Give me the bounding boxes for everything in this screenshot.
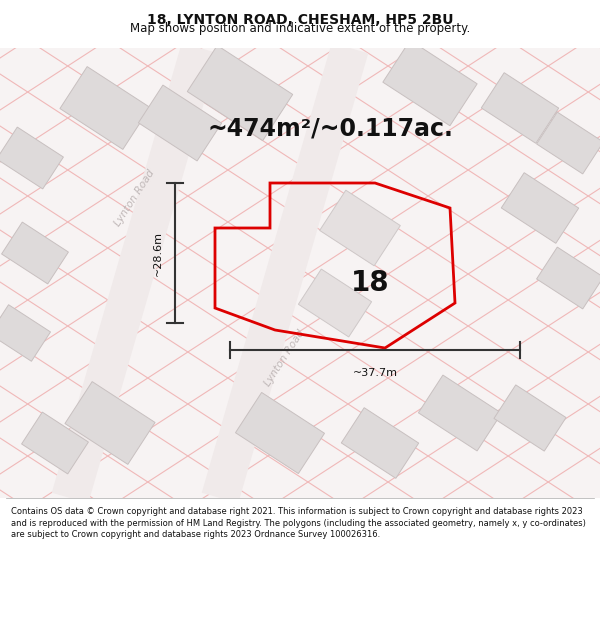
Text: 18: 18 [350,269,389,297]
Polygon shape [65,382,155,464]
Polygon shape [52,42,218,503]
Text: ~28.6m: ~28.6m [153,231,163,276]
Polygon shape [418,375,502,451]
Polygon shape [22,412,88,474]
Polygon shape [0,305,50,361]
Polygon shape [2,222,68,284]
Polygon shape [481,72,559,143]
Text: Contains OS data © Crown copyright and database right 2021. This information is : Contains OS data © Crown copyright and d… [11,507,586,539]
Text: Map shows position and indicative extent of the property.: Map shows position and indicative extent… [130,21,470,34]
Polygon shape [536,247,600,309]
Polygon shape [187,46,293,141]
Text: Lynton Road: Lynton Road [263,328,307,388]
Polygon shape [494,385,566,451]
Polygon shape [0,127,64,189]
Polygon shape [139,85,221,161]
Polygon shape [0,48,600,498]
Text: ~474m²/~0.117ac.: ~474m²/~0.117ac. [207,116,453,140]
Text: ~37.7m: ~37.7m [353,368,398,378]
Text: Lynton Road: Lynton Road [113,168,157,228]
Polygon shape [502,173,578,243]
Polygon shape [536,112,600,174]
Polygon shape [341,408,419,478]
Polygon shape [298,269,371,337]
Polygon shape [202,42,368,503]
Polygon shape [320,190,400,266]
Polygon shape [383,40,477,126]
Polygon shape [60,67,150,149]
Polygon shape [235,392,325,474]
Text: 18, LYNTON ROAD, CHESHAM, HP5 2BU: 18, LYNTON ROAD, CHESHAM, HP5 2BU [147,14,453,28]
